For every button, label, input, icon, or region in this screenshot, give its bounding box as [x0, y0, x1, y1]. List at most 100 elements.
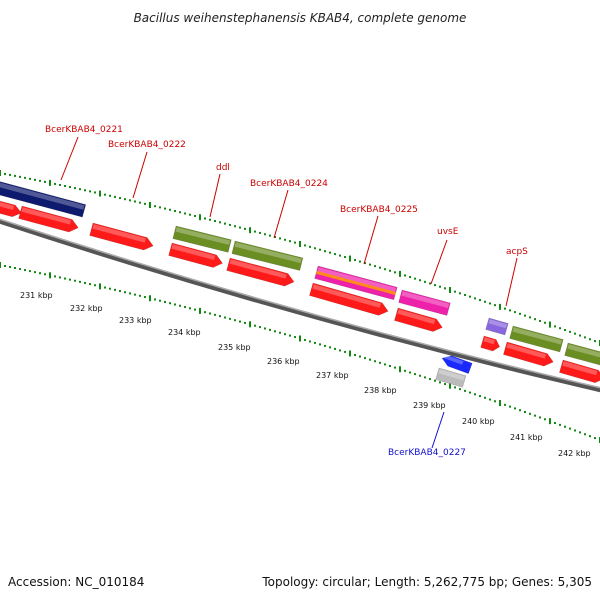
minor-tick [219, 221, 221, 224]
leader-line [273, 189, 289, 239]
minor-tick [404, 274, 406, 277]
minor-tick [589, 435, 591, 438]
feature-shine [0, 181, 85, 210]
minor-tick [479, 395, 481, 398]
accession-label: Accession: NC_010184 [8, 575, 144, 589]
minor-tick [444, 383, 446, 386]
major-tick [499, 303, 501, 310]
minor-tick [294, 241, 296, 244]
minor-tick [434, 284, 436, 287]
gene-label: acpS [506, 247, 528, 257]
cds-arrow [89, 222, 154, 251]
minor-tick [94, 191, 96, 194]
minor-tick [109, 194, 111, 197]
major-tick [0, 262, 1, 268]
minor-tick [474, 297, 476, 300]
major-tick [449, 287, 451, 293]
minor-tick [579, 431, 581, 434]
leader-line [209, 173, 221, 218]
minor-tick [454, 290, 456, 293]
minor-tick [119, 197, 121, 200]
minor-tick [574, 429, 576, 432]
minor-tick [314, 341, 316, 344]
minor-tick [574, 332, 576, 335]
minor-tick [469, 295, 471, 298]
minor-tick [584, 336, 586, 339]
feature-shine [21, 207, 72, 225]
kbp-label: 236 kbp [267, 357, 300, 366]
minor-tick [209, 312, 211, 315]
kbp-label: 231 kbp [20, 291, 53, 300]
minor-tick [339, 254, 341, 257]
minor-tick [334, 253, 336, 256]
minor-tick [394, 366, 396, 369]
major-tick [299, 241, 301, 247]
minor-tick [324, 250, 326, 253]
feature-shine [312, 284, 381, 308]
minor-tick [4, 172, 6, 175]
minor-tick [154, 298, 156, 301]
feature-shape [480, 335, 501, 352]
minor-tick [14, 174, 16, 177]
major-tick [99, 283, 101, 290]
minor-tick [454, 386, 456, 389]
minor-tick [359, 260, 361, 263]
minor-tick [19, 175, 21, 178]
major-tick [349, 255, 351, 262]
minor-tick [314, 247, 316, 250]
minor-tick [219, 315, 221, 318]
minor-tick [254, 324, 256, 327]
feature-shape [398, 289, 451, 316]
minor-tick [74, 279, 76, 282]
minor-tick [489, 398, 491, 401]
minor-tick [14, 267, 16, 270]
minor-tick [414, 277, 416, 280]
kbp-label: 242 kbp [558, 449, 591, 458]
minor-tick [379, 361, 381, 364]
cds-arrow [394, 307, 443, 332]
minor-tick [134, 293, 136, 296]
minor-tick [354, 259, 356, 262]
minor-tick [544, 321, 546, 324]
minor-tick [494, 304, 496, 307]
leader-line [363, 215, 379, 265]
minor-tick [594, 437, 596, 440]
minor-tick [94, 284, 96, 287]
feature-shine [0, 201, 15, 210]
minor-tick [204, 217, 206, 220]
feature-shape [435, 367, 467, 388]
minor-tick [59, 183, 61, 186]
minor-tick [424, 280, 426, 283]
feature-shape [89, 222, 154, 251]
minor-tick [9, 265, 11, 268]
minor-tick [514, 407, 516, 410]
feature-shape [394, 307, 443, 332]
cds-arrow [18, 205, 79, 233]
minor-tick [304, 244, 306, 247]
feature-shape [509, 325, 564, 353]
minor-tick [274, 236, 276, 239]
kbp-label: 241 kbp [510, 433, 543, 442]
minor-tick [279, 331, 281, 334]
minor-tick [129, 199, 131, 202]
minor-tick [334, 347, 336, 350]
minus-strand-arrow [441, 354, 473, 374]
minor-tick [474, 393, 476, 396]
minor-tick [104, 193, 106, 196]
inner-tick-ring [0, 262, 600, 443]
minor-tick [534, 414, 536, 417]
minor-tick [24, 176, 26, 179]
feature-shape [226, 257, 295, 287]
minor-tick [189, 213, 191, 216]
minor-tick [569, 330, 571, 333]
minor-tick [74, 187, 76, 190]
major-tick [199, 214, 201, 221]
feature-shape [485, 317, 509, 336]
major-tick [249, 227, 251, 234]
minor-tick [229, 223, 231, 226]
minor-tick [34, 271, 36, 274]
cds-arrow [309, 282, 389, 316]
kbp-label: 232 kbp [70, 304, 103, 313]
minor-tick [214, 220, 216, 223]
